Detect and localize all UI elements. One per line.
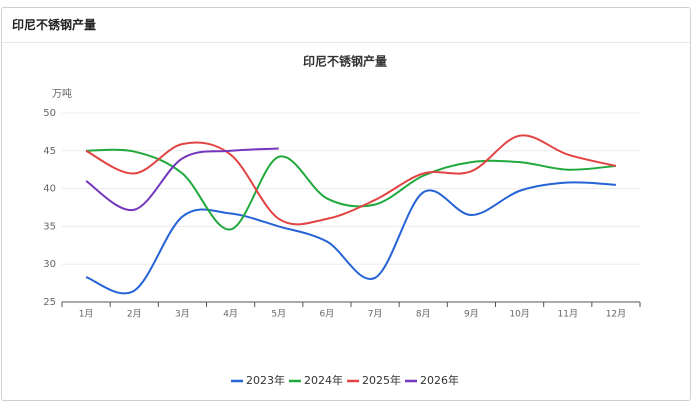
x-tick-label: 4月 — [223, 309, 238, 320]
x-tick-label: 9月 — [464, 309, 479, 320]
y-tick-label: 45 — [43, 146, 56, 157]
line-series — [85, 147, 279, 211]
x-tick-label: 7月 — [368, 309, 383, 320]
x-tick-label: 1月 — [79, 309, 94, 320]
y-tick-label: 35 — [43, 221, 56, 232]
y-tick-label: 50 — [43, 108, 56, 119]
line-series — [86, 148, 616, 231]
x-tick-label: 3月 — [175, 309, 190, 320]
chart-title: 印尼不锈钢产量 — [303, 54, 387, 69]
y-tick-label: 40 — [43, 184, 56, 195]
y-tick-label: 30 — [43, 259, 56, 270]
line-series — [85, 181, 616, 295]
card-header: 印尼不锈钢产量 — [2, 8, 690, 43]
legend-label: 2025年 — [362, 373, 401, 387]
x-tick-label: 6月 — [320, 309, 335, 320]
y-axis-label: 万吨 — [52, 87, 72, 100]
y-tick-label: 25 — [43, 297, 56, 308]
x-tick-label: 8月 — [416, 309, 431, 320]
legend-label: 2026年 — [420, 373, 459, 387]
x-tick-label: 12月 — [606, 309, 626, 320]
legend-label: 2024年 — [304, 373, 343, 387]
x-tick-label: 5月 — [271, 309, 286, 320]
card: 印尼不锈钢产量 — [1, 7, 691, 401]
x-tick-label: 10月 — [509, 309, 529, 320]
legend-label: 2023年 — [246, 373, 285, 387]
x-tick-label: 2月 — [127, 309, 142, 320]
line-series — [85, 134, 617, 226]
x-tick-label: 11月 — [558, 309, 578, 320]
